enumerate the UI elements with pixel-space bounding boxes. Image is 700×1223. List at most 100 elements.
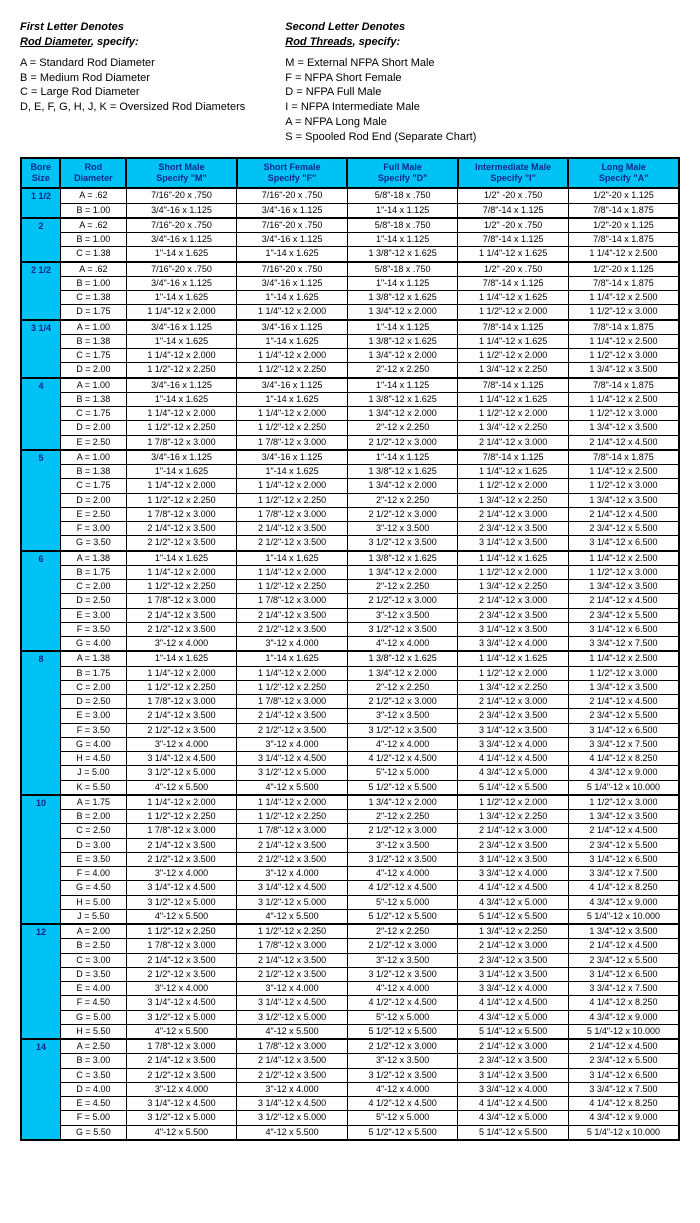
thread-spec: 7/8"-14 x 1.875 (568, 450, 679, 465)
legend-line: C = Large Rod Diameter (20, 85, 245, 100)
thread-spec: 4"-12 x 5.500 (237, 1024, 348, 1039)
table-row: C = 3.002 1/4"-12 x 3.5002 1/4"-12 x 3.5… (21, 953, 679, 967)
thread-spec: 1 1/2"-12 x 2.000 (458, 349, 569, 363)
table-row: 6A = 1.381"-14 x 1.6251"-14 x 1.6251 3/8… (21, 551, 679, 566)
thread-spec: 3"-12 x 4.000 (126, 1082, 237, 1096)
legend-left-h2: Rod Diameter (20, 36, 91, 48)
thread-spec: 3 3/4"-12 x 7.500 (568, 637, 679, 652)
thread-spec: 1"-14 x 1.625 (126, 392, 237, 406)
rod-diameter: G = 4.50 (60, 881, 126, 895)
thread-spec: 1 7/8"-12 x 3.000 (126, 507, 237, 521)
rod-diameter: D = 2.00 (60, 421, 126, 435)
thread-spec: 4 1/4"-12 x 8.250 (568, 996, 679, 1010)
thread-spec: 1 3/8"-12 x 1.625 (347, 392, 458, 406)
thread-spec: 5 1/4"-12 x 10.000 (568, 1125, 679, 1140)
thread-spec: 1 1/4"-12 x 2.000 (237, 479, 348, 493)
thread-spec: 3 1/4"-12 x 4.500 (237, 996, 348, 1010)
thread-spec: 3 1/2"-12 x 3.500 (347, 723, 458, 737)
rod-diameter: K = 5.50 (60, 780, 126, 795)
thread-spec: 2 1/4"-12 x 3.500 (126, 522, 237, 536)
thread-spec: 5 1/4"-12 x 10.000 (568, 1024, 679, 1039)
table-row: C = 2.001 1/2"-12 x 2.2501 1/2"-12 x 2.2… (21, 580, 679, 594)
thread-spec: 4 1/4"-12 x 4.500 (458, 1097, 569, 1111)
thread-spec: 4"-12 x 5.500 (237, 1125, 348, 1140)
thread-spec: 2 1/2"-12 x 3.000 (347, 695, 458, 709)
thread-spec: 2 1/4"-12 x 3.000 (458, 435, 569, 450)
thread-spec: 2 1/4"-12 x 3.000 (458, 1039, 569, 1054)
thread-spec: 2 1/2"-12 x 3.500 (126, 1068, 237, 1082)
thread-spec: 5/8"-18 x .750 (347, 188, 458, 203)
thread-spec: 3"-12 x 4.000 (237, 1082, 348, 1096)
thread-spec: 1 1/2"-12 x 2.250 (237, 421, 348, 435)
table-row: D = 4.003"-12 x 4.0003"-12 x 4.0004"-12 … (21, 1082, 679, 1096)
thread-spec: 3/4"-16 x 1.125 (237, 203, 348, 218)
thread-spec: 1 1/2"-12 x 2.250 (237, 493, 348, 507)
table-row: 1 1/2A = .627/16"-20 x .7507/16"-20 x .7… (21, 188, 679, 203)
thread-spec: 2 1/2"-12 x 3.500 (126, 967, 237, 981)
table-row: B = 1.003/4"-16 x 1.1253/4"-16 x 1.1251"… (21, 233, 679, 247)
thread-spec: 3/4"-16 x 1.125 (237, 378, 348, 393)
thread-spec: 1 3/4"-12 x 2.250 (458, 421, 569, 435)
rod-diameter: E = 4.50 (60, 1097, 126, 1111)
thread-spec: 1 3/4"-12 x 3.500 (568, 421, 679, 435)
table-row: H = 5.504"-12 x 5.5004"-12 x 5.5005 1/2"… (21, 1024, 679, 1039)
thread-spec: 1 1/4"-12 x 2.500 (568, 247, 679, 262)
thread-spec: 3 1/2"-12 x 5.000 (237, 895, 348, 909)
thread-spec: 1"-14 x 1.125 (347, 203, 458, 218)
thread-spec: 1 7/8"-12 x 3.000 (237, 939, 348, 953)
thread-spec: 2 3/4"-12 x 3.500 (458, 1054, 569, 1068)
thread-spec: 1 3/4"-12 x 3.500 (568, 680, 679, 694)
bore-size: 12 (21, 924, 60, 1039)
thread-spec: 1"-14 x 1.625 (237, 551, 348, 566)
rod-diameter: G = 4.00 (60, 637, 126, 652)
thread-spec: 3 1/4"-12 x 3.500 (458, 536, 569, 551)
rod-diameter: G = 5.00 (60, 1010, 126, 1024)
thread-spec: 3"-12 x 3.500 (347, 1054, 458, 1068)
thread-spec: 4 3/4"-12 x 5.000 (458, 1010, 569, 1024)
rod-diameter: B = 1.00 (60, 203, 126, 218)
thread-spec: 3"-12 x 4.000 (237, 637, 348, 652)
thread-spec: 2 1/4"-12 x 3.500 (126, 608, 237, 622)
table-row: G = 4.003"-12 x 4.0003"-12 x 4.0004"-12 … (21, 737, 679, 751)
thread-spec: 1/2" -20 x .750 (458, 218, 569, 233)
thread-spec: 3 1/4"-12 x 4.500 (126, 996, 237, 1010)
rod-diameter: C = 1.75 (60, 407, 126, 421)
table-row: C = 1.381"-14 x 1.6251"-14 x 1.6251 3/8"… (21, 291, 679, 305)
thread-spec: 2"-12 x 2.250 (347, 924, 458, 939)
rod-diameter: D = 3.00 (60, 838, 126, 852)
table-row: E = 3.502 1/2"-12 x 3.5002 1/2"-12 x 3.5… (21, 852, 679, 866)
thread-spec: 5 1/4"-12 x 5.500 (458, 1024, 569, 1039)
rod-diameter: C = 3.50 (60, 1068, 126, 1082)
bore-size: 10 (21, 795, 60, 924)
thread-spec: 2 1/2"-12 x 3.500 (237, 852, 348, 866)
thread-spec: 1 1/4"-12 x 2.000 (126, 565, 237, 579)
thread-spec: 1 1/4"-12 x 1.625 (458, 291, 569, 305)
thread-spec: 3 1/4"-12 x 6.500 (568, 723, 679, 737)
thread-spec: 3/4"-16 x 1.125 (237, 320, 348, 335)
thread-spec: 2 1/4"-12 x 4.500 (568, 507, 679, 521)
thread-spec: 1 1/4"-12 x 1.625 (458, 551, 569, 566)
thread-spec: 1"-14 x 1.625 (126, 247, 237, 262)
rod-diameter: B = 1.75 (60, 565, 126, 579)
thread-spec: 3 1/4"-12 x 4.500 (126, 752, 237, 766)
thread-spec: 2"-12 x 2.250 (347, 421, 458, 435)
thread-spec: 2 1/4"-12 x 3.500 (126, 709, 237, 723)
thread-spec: 3 1/4"-12 x 3.500 (458, 1068, 569, 1082)
rod-diameter: C = 1.75 (60, 349, 126, 363)
thread-spec: 1"-14 x 1.125 (347, 233, 458, 247)
table-row: 3 1/4A = 1.003/4"-16 x 1.1253/4"-16 x 1.… (21, 320, 679, 335)
thread-spec: 4 3/4"-12 x 9.000 (568, 895, 679, 909)
thread-spec: 1 1/4"-12 x 1.625 (458, 392, 569, 406)
table-row: B = 1.381"-14 x 1.6251"-14 x 1.6251 3/8"… (21, 392, 679, 406)
rod-diameter: B = 2.50 (60, 939, 126, 953)
thread-spec: 7/8"-14 x 1.875 (568, 276, 679, 290)
thread-spec: 1 7/8"-12 x 3.000 (126, 824, 237, 838)
thread-spec: 5 1/2"-12 x 5.500 (347, 1125, 458, 1140)
thread-spec: 1/2" -20 x .750 (458, 262, 569, 277)
thread-spec: 4 3/4"-12 x 5.000 (458, 895, 569, 909)
thread-spec: 3"-12 x 3.500 (347, 709, 458, 723)
thread-spec: 7/8"-14 x 1.875 (568, 378, 679, 393)
thread-spec: 2 3/4"-12 x 3.500 (458, 953, 569, 967)
thread-spec: 2 1/4"-12 x 3.500 (126, 953, 237, 967)
rod-diameter: C = 1.38 (60, 291, 126, 305)
